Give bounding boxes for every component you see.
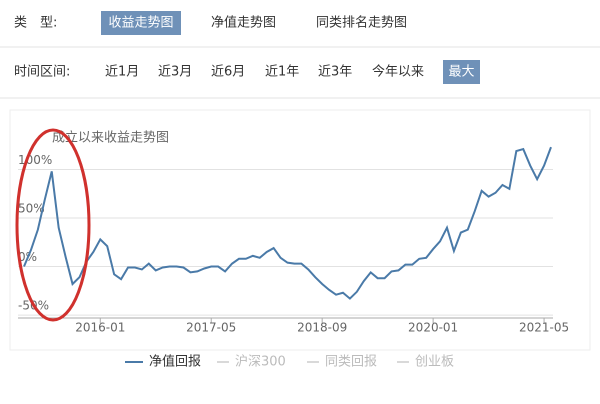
y-tick-label: 100% — [18, 153, 52, 167]
type-tab[interactable]: 收益走势图 — [108, 15, 173, 31]
legend-label[interactable]: 同类回报 — [325, 355, 377, 370]
tab-active-bg — [101, 11, 181, 35]
range-tab[interactable]: 今年以来 — [372, 64, 424, 80]
range-tab[interactable]: 近1年 — [265, 65, 299, 80]
x-tick-label: 2016-01 — [75, 321, 125, 335]
legend-label: 净值回报 — [149, 354, 201, 370]
legend-label[interactable]: 沪深300 — [235, 354, 286, 370]
series-line — [23, 146, 552, 300]
type-label: 类 型: — [14, 16, 57, 31]
x-tick-label: 2018-09 — [297, 321, 347, 335]
x-tick-label: 2020-01 — [408, 321, 458, 335]
plot: -50%0%50%100%2016-01 2017-05 2018-09 2020-0… — [18, 146, 569, 370]
annotation-circle — [15, 128, 91, 322]
type-tab[interactable]: 净值走势图 — [211, 15, 276, 31]
tab-active-bg — [443, 60, 480, 84]
range-tab[interactable]: 最大 — [448, 65, 474, 80]
range-tab[interactable]: 近6月 — [211, 65, 245, 80]
chart-frame — [9, 109, 591, 351]
range-tab[interactable]: 近3月 — [158, 65, 192, 80]
type-tab[interactable]: 同类排名走势图 — [316, 15, 407, 31]
range-tab[interactable]: 近1月 — [105, 65, 139, 80]
chart-title: 成立以来收益走势图 — [52, 130, 169, 146]
x-tick-label: 2021-05 — [519, 321, 569, 335]
range-label: 时间区间: — [14, 65, 70, 80]
legend-label[interactable]: 创业板 — [415, 355, 454, 370]
y-tick-label: 50% — [18, 202, 45, 216]
range-tab[interactable]: 近3年 — [318, 65, 352, 80]
x-tick-label: 2017-05 — [186, 321, 236, 335]
